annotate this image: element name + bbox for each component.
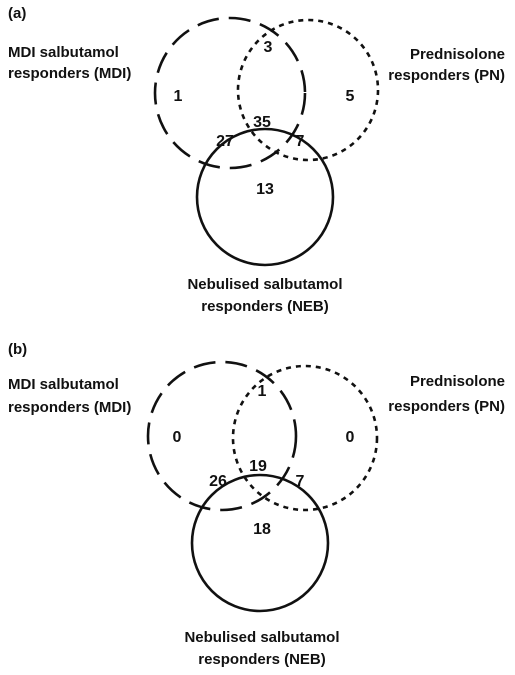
set-label: MDI salbutamol: [8, 44, 119, 61]
set-label: responders (NEB): [201, 298, 329, 315]
set-label: MDI salbutamol: [8, 376, 119, 393]
set-circle: [231, 364, 379, 512]
region-count: 13: [256, 181, 274, 198]
set-label: responders (MDI): [8, 399, 131, 416]
region-count: 27: [216, 133, 234, 150]
set-circle: [146, 360, 298, 512]
set-label: Prednisolone: [410, 46, 505, 63]
region-count: 19: [249, 458, 267, 475]
region-count: 1: [258, 383, 267, 400]
set-circle: [190, 473, 330, 613]
set-circle: [236, 18, 380, 162]
region-count: 7: [296, 133, 305, 150]
set-label: responders (MDI): [8, 65, 131, 82]
region-count: 0: [173, 429, 182, 446]
set-label: responders (NEB): [198, 651, 326, 668]
region-count: 3: [264, 39, 273, 56]
region-count: 1: [174, 88, 183, 105]
region-count: 0: [346, 429, 355, 446]
set-label: Nebulised salbutamol: [187, 276, 342, 293]
panel-label: (b): [8, 341, 27, 358]
region-count: 5: [346, 88, 355, 105]
panel-label: (a): [8, 5, 26, 22]
region-count: 26: [209, 473, 227, 490]
region-count: 18: [253, 521, 271, 538]
region-count: 35: [253, 114, 271, 131]
set-circle: [153, 16, 307, 170]
set-label: Prednisolone: [410, 373, 505, 390]
set-label: responders (PN): [388, 398, 505, 415]
set-label: responders (PN): [388, 67, 505, 84]
region-count: 7: [296, 473, 305, 490]
set-label: Nebulised salbutamol: [184, 629, 339, 646]
set-circle: [195, 127, 335, 267]
